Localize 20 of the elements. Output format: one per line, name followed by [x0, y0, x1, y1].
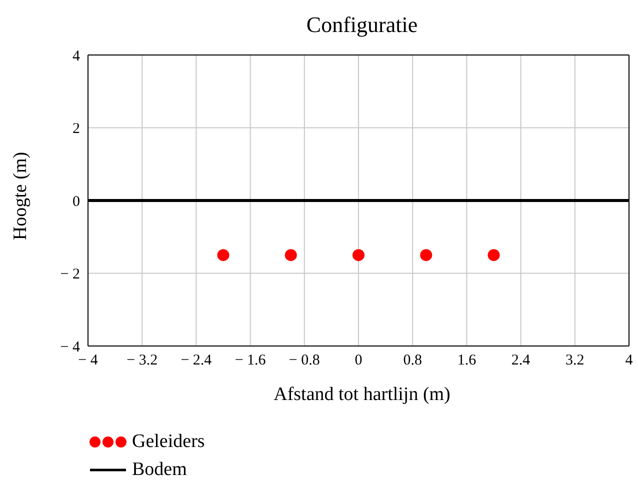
x-tick-label: 3.2: [566, 352, 584, 369]
legend-label: Bodem: [132, 459, 187, 480]
x-tick-label: − 0.8: [288, 352, 320, 369]
x-tick-label: 1.6: [457, 352, 477, 369]
chart-title: Configuratie: [305, 12, 419, 38]
x-tick-label: − 1.6: [234, 352, 266, 369]
x-axis-title: Afstand tot hartlijn (m): [272, 384, 452, 406]
y-tick-label: 0: [72, 194, 80, 210]
x-tick-label: − 3.2: [126, 352, 158, 369]
x-tick-label: 4: [625, 352, 634, 369]
y-axis-title: Hoogte (m): [10, 152, 32, 240]
x-tick-label: − 2.4: [180, 352, 212, 369]
y-tick-label: 2: [72, 121, 80, 138]
x-tick-label: 2.4: [511, 352, 531, 369]
x-tick-label: 0: [354, 352, 362, 369]
y-tick-label: − 2: [60, 266, 80, 283]
x-tick-label: 0.8: [403, 352, 422, 369]
y-tick-label: 4: [72, 48, 80, 64]
legend-label: Geleiders: [132, 431, 205, 453]
y-tick-label: − 4: [60, 339, 80, 356]
